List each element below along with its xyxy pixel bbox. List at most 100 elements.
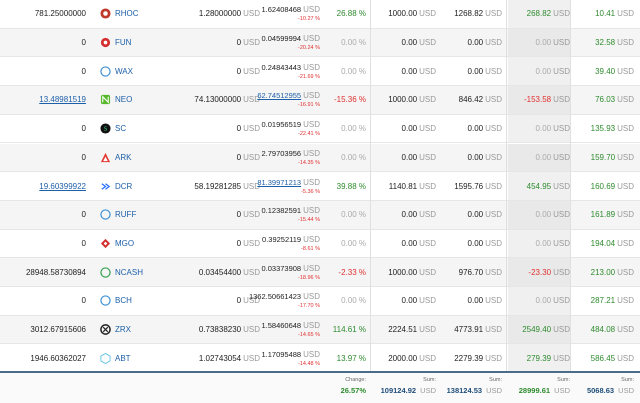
table-row: 28948.58730894 NCASH 0.03454400 USD 0.033739… xyxy=(0,258,640,287)
currency-label: USD xyxy=(617,124,634,134)
change-cell: 26.88 % xyxy=(320,0,366,28)
running-total-cell: 160.69 USD xyxy=(572,172,634,200)
amount-cell: 781.25000000 xyxy=(0,0,86,28)
running-total-value: 161.89 xyxy=(590,210,616,220)
coin-cell[interactable]: ARK xyxy=(100,144,170,172)
profit-value: 279.39 xyxy=(526,353,552,363)
coin-cell[interactable]: BCH xyxy=(100,287,170,315)
column-divider xyxy=(506,0,507,371)
coin-symbol[interactable]: FUN xyxy=(115,38,132,48)
column-divider xyxy=(370,0,371,371)
buy-price-cell: 0 USD xyxy=(170,230,260,258)
coin-cell[interactable]: NCASH xyxy=(100,258,170,286)
change-cell: 0.00 % xyxy=(320,230,366,258)
running-total-value: 194.04 xyxy=(590,238,616,248)
holding-value: 4773.91 xyxy=(454,325,484,335)
coin-symbol[interactable]: NEO xyxy=(115,95,133,105)
invested-value: 0.00 xyxy=(401,124,418,134)
invested-cell: 1000.00 USD xyxy=(366,86,436,114)
invested-value: 2224.51 xyxy=(388,325,418,335)
footer-value-value: 138124.53 xyxy=(446,386,483,395)
currency-label: USD xyxy=(617,353,634,363)
invested-cell: 1000.00 USD xyxy=(366,0,436,28)
running-total-value: 287.21 xyxy=(590,296,616,306)
coin-cell[interactable]: ZRX xyxy=(100,316,170,344)
currency-label: USD xyxy=(243,210,260,220)
profit-value: 0.00 xyxy=(535,66,552,76)
amount-value[interactable]: 13.48981519 xyxy=(39,95,86,105)
footer-currency: USD xyxy=(486,386,502,395)
currency-label: USD xyxy=(243,267,260,277)
current-price-line: 0.24843443 USD xyxy=(261,63,320,72)
currency-label: USD xyxy=(303,5,320,15)
running-total-value: 135.93 xyxy=(590,124,616,134)
coin-symbol[interactable]: SC xyxy=(115,124,127,134)
coin-cell[interactable]: RHOC xyxy=(100,0,170,28)
currency-label: USD xyxy=(617,238,634,248)
footer-total-value: 5068.63 xyxy=(586,386,615,395)
profit-cell: 2549.40 USD xyxy=(508,315,570,344)
coin-symbol[interactable]: BCH xyxy=(115,296,132,306)
buy-price-value: 1.28000000 xyxy=(198,9,242,19)
current-price-value: 1.58460648 xyxy=(261,321,302,331)
coin-cell[interactable]: MGO xyxy=(100,230,170,258)
coin-symbol[interactable]: RUFF xyxy=(115,210,137,220)
currency-label: USD xyxy=(485,66,502,76)
coin-cell[interactable]: RUFF xyxy=(100,201,170,229)
change-value: 0.00 % xyxy=(341,38,366,48)
current-price-value: 1362.50661423 xyxy=(248,292,302,302)
holding-value-cell: 0.00 USD xyxy=(436,230,502,258)
current-price-line: 0.03373908 USD xyxy=(261,264,320,273)
amount-value: 0 xyxy=(81,296,86,306)
currency-label: USD xyxy=(419,296,436,306)
coin-cell[interactable]: S SC xyxy=(100,115,170,143)
current-price-line: 0.01956519 USD xyxy=(261,120,320,129)
current-price-value[interactable]: 81.39971213 xyxy=(257,177,302,187)
currency-label: USD xyxy=(485,238,502,248)
price-change-24h: -14.65 % xyxy=(297,332,320,339)
coin-cell[interactable]: WAX xyxy=(100,57,170,85)
currency-label: USD xyxy=(303,62,320,72)
current-price-cell: 0.01956519 USD -22.41 % xyxy=(261,115,320,143)
profit-cell: 454.95 USD xyxy=(508,172,570,200)
table-row: 1946.60362027 ABT 1.02743054 USD 1.17095488 U… xyxy=(0,344,640,374)
amount-value: 0 xyxy=(81,210,86,220)
coin-symbol[interactable]: RHOC xyxy=(115,9,139,19)
currency-label: USD xyxy=(553,95,570,105)
coin-symbol[interactable]: MGO xyxy=(115,238,135,248)
current-price-value[interactable]: 62.74512955 xyxy=(257,91,302,101)
coin-symbol[interactable]: WAX xyxy=(115,66,133,76)
table-row: 0 ARK 0 USD 2.79703956 USD -14.35 % 0.00 % 0.00 U… xyxy=(0,143,640,173)
coin-symbol[interactable]: NCASH xyxy=(115,267,144,277)
buy-price-cell: 0 USD xyxy=(170,144,260,172)
currency-label: USD xyxy=(303,177,320,187)
amount-cell: 0 xyxy=(0,230,86,258)
footer-profit-sum: Sum: 28999.61 USD xyxy=(508,377,570,395)
footer-profit-value: 28999.61 xyxy=(518,386,551,395)
footer-value-sum: Sum: 138124.53 USD xyxy=(436,377,502,395)
change-cell: 0.00 % xyxy=(320,144,366,172)
svg-text:S: S xyxy=(104,127,108,133)
buy-price-value: 0.03454400 xyxy=(198,267,242,277)
running-total-value: 39.40 xyxy=(595,66,616,76)
footer-currency: USD xyxy=(618,386,634,395)
sc-icon: S xyxy=(100,123,111,134)
holding-value: 0.00 xyxy=(467,238,484,248)
coin-symbol[interactable]: ARK xyxy=(115,152,132,162)
profit-cell: 0.00 USD xyxy=(508,287,570,315)
current-price-cell: 0.39252119 USD -8.61 % xyxy=(262,230,320,258)
holding-value: 0.00 xyxy=(467,152,484,162)
current-price-value: 1.17095488 xyxy=(261,349,302,359)
coin-symbol[interactable]: DCR xyxy=(115,181,133,191)
coin-symbol[interactable]: ZRX xyxy=(115,325,131,335)
buy-price-value: 0.73838230 xyxy=(198,325,242,335)
table-row: 3012.67915606 ZRX 0.73838230 USD 1.58460648 U… xyxy=(0,315,640,345)
table-row: 781.25000000 RHOC 1.28000000 USD 1.62408468 U… xyxy=(0,0,640,29)
amount-value[interactable]: 19.60399922 xyxy=(39,181,86,191)
current-price-line: 0.39252119 USD xyxy=(262,235,320,244)
coin-cell[interactable]: ABT xyxy=(100,344,170,372)
coin-symbol[interactable]: ABT xyxy=(115,353,131,363)
coin-cell[interactable]: NEO xyxy=(100,86,170,114)
coin-cell[interactable]: DCR xyxy=(100,172,170,200)
coin-cell[interactable]: FUN xyxy=(100,29,170,57)
